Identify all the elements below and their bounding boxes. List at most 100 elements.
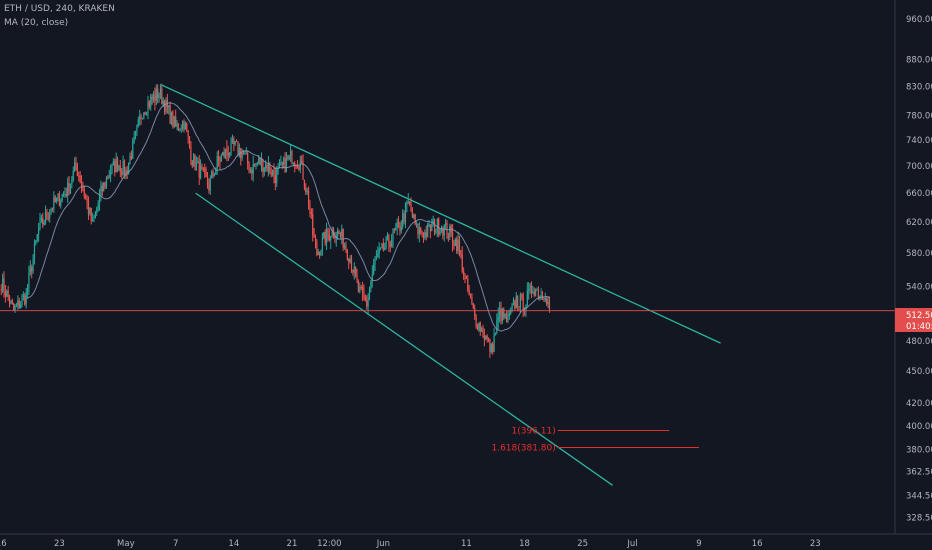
candle-body	[432, 219, 434, 225]
candle-body	[105, 177, 108, 187]
indicator-legend[interactable]: MA (20, close)	[4, 18, 69, 28]
candle-body	[74, 162, 76, 171]
candle-body	[522, 294, 524, 311]
candle-body	[82, 186, 84, 190]
price-axis-panel[interactable]	[895, 0, 932, 534]
candle-body	[283, 158, 285, 165]
candle-body	[46, 211, 48, 218]
candle-body	[112, 161, 114, 165]
candle-body	[13, 303, 15, 311]
candle-body	[164, 101, 166, 113]
candle-body	[435, 229, 437, 233]
candle-body	[511, 303, 513, 311]
candle-body	[294, 163, 296, 166]
time-tick-label: Jul	[626, 539, 637, 549]
candle-body	[10, 300, 12, 305]
candle-body	[198, 161, 200, 179]
candle-body	[122, 160, 124, 175]
candle-body	[219, 159, 221, 162]
symbol-legend[interactable]: ETH / USD, 240, KRAKEN	[4, 4, 115, 14]
candle-body	[15, 305, 18, 307]
candle-body	[76, 165, 78, 176]
candle-body	[296, 165, 299, 168]
candle-body	[422, 234, 425, 239]
candle-body	[314, 237, 317, 242]
candle-body	[67, 182, 69, 197]
candle-body	[291, 150, 293, 164]
candle-body	[349, 258, 351, 263]
candle-body	[403, 213, 405, 222]
candle-body	[389, 243, 391, 247]
candle-body	[271, 169, 274, 176]
candle-body	[126, 170, 128, 174]
candle-body	[92, 219, 94, 222]
candle-body	[493, 334, 495, 352]
candle-body	[424, 232, 426, 239]
candle-body	[154, 94, 156, 101]
candle-body	[436, 218, 438, 230]
candle-body	[429, 224, 432, 232]
candle-body	[0, 289, 2, 291]
candle-body	[303, 179, 306, 188]
price-tick-label: 580.00	[906, 249, 932, 259]
candle-body	[367, 298, 369, 307]
candle-body	[370, 282, 372, 290]
candle-body	[317, 251, 319, 255]
candle-body	[407, 201, 409, 203]
candle-body	[247, 153, 249, 164]
candle-body	[486, 335, 488, 339]
candle-body	[17, 300, 19, 306]
candle-body	[307, 190, 310, 205]
candle-body	[461, 254, 463, 272]
candle-body	[53, 197, 55, 210]
candle-body	[278, 163, 281, 168]
candle-body	[18, 300, 20, 309]
candle-body	[266, 164, 268, 171]
candle-body	[479, 322, 481, 332]
candle-body	[355, 266, 357, 275]
candle-body	[546, 298, 548, 305]
candle-body	[537, 289, 539, 299]
candle-body	[378, 248, 380, 254]
candle-body	[345, 245, 347, 251]
candle-body	[199, 166, 202, 179]
candle-body	[155, 88, 157, 101]
candle-body	[197, 161, 199, 163]
candle-body	[529, 284, 531, 289]
candle-body	[217, 156, 220, 160]
candle-body	[140, 116, 142, 119]
candle-body	[528, 288, 530, 291]
candle-body	[482, 327, 484, 336]
candle-body	[57, 193, 59, 198]
candle-body	[177, 123, 180, 130]
candle-body	[377, 253, 379, 258]
candle-body	[410, 204, 412, 212]
candle-body	[226, 148, 228, 153]
candle-body	[414, 214, 416, 225]
candle-body	[305, 187, 307, 193]
candle-body	[431, 224, 433, 232]
candle-body	[469, 295, 472, 298]
candle-body	[188, 136, 191, 147]
candle-body	[320, 249, 322, 256]
candle-body	[289, 150, 292, 156]
candle-body	[458, 240, 461, 251]
candle-body	[195, 162, 198, 170]
time-tick-label: 12:00	[317, 539, 342, 549]
candle-body	[148, 101, 150, 107]
candle-body	[371, 273, 373, 283]
candle-body	[504, 313, 506, 318]
time-axis-panel[interactable]	[0, 534, 932, 550]
candle-body	[183, 121, 185, 130]
candle-body	[352, 269, 354, 273]
price-tick-label: 660.00	[906, 189, 932, 199]
candle-body	[54, 197, 56, 202]
candle-body	[280, 162, 282, 164]
candle-body	[98, 195, 101, 204]
candle-body	[523, 310, 526, 312]
candle-body	[224, 148, 227, 158]
candle-body	[467, 278, 469, 291]
candle-body	[356, 274, 358, 281]
candle-body	[433, 219, 436, 233]
